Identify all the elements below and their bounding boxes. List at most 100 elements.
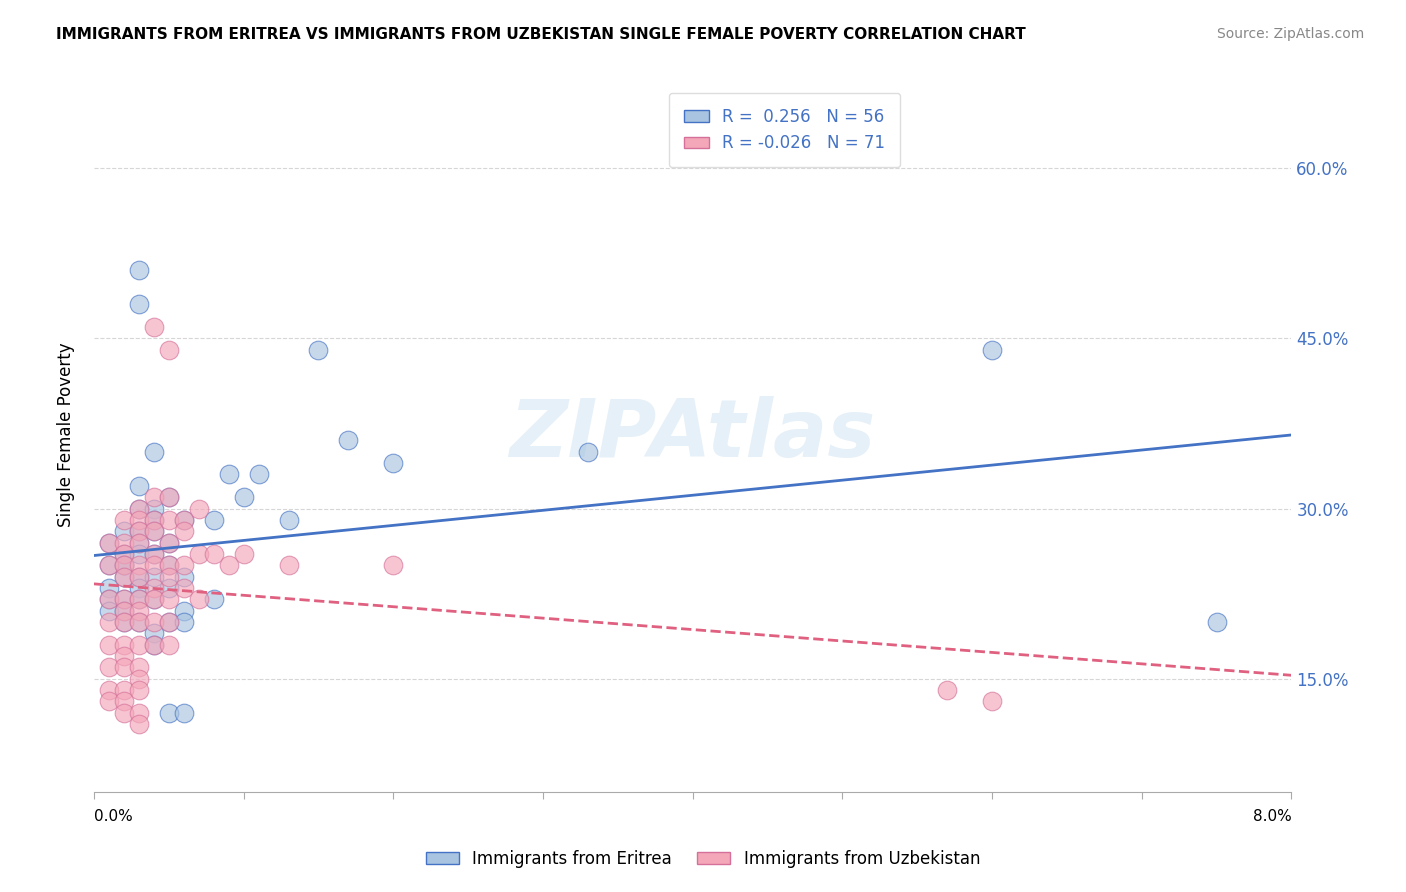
Point (142, 445, 165, 459)
Point (112, 638, 135, 652)
Point (128, 297, 150, 311)
Point (277, 558, 299, 573)
Point (128, 547, 150, 561)
Point (112, 604, 135, 618)
Point (218, 467, 240, 482)
Point (173, 615, 195, 629)
Point (142, 615, 165, 629)
Point (202, 592, 225, 607)
Point (157, 513, 180, 527)
Point (112, 558, 135, 573)
Point (981, 343, 1004, 357)
Point (157, 615, 180, 629)
Point (142, 320, 165, 334)
Point (157, 558, 180, 573)
Point (382, 558, 405, 573)
Point (112, 694, 135, 708)
Point (142, 524, 165, 539)
Point (112, 558, 135, 573)
Point (112, 683, 135, 698)
Point (173, 569, 195, 583)
Point (173, 513, 195, 527)
Point (128, 592, 150, 607)
Point (128, 581, 150, 595)
Point (112, 706, 135, 720)
Point (202, 547, 225, 561)
Point (112, 513, 135, 527)
Legend: R =  0.256   N = 56, R = -0.026   N = 71: R = 0.256 N = 56, R = -0.026 N = 71 (669, 93, 900, 168)
Point (576, 445, 599, 459)
Point (128, 513, 150, 527)
Point (142, 490, 165, 504)
Point (142, 638, 165, 652)
Point (128, 524, 150, 539)
Point (112, 615, 135, 629)
Point (128, 592, 150, 607)
Point (112, 524, 135, 539)
Point (112, 569, 135, 583)
Point (157, 490, 180, 504)
Point (142, 547, 165, 561)
Point (337, 434, 360, 448)
Point (157, 535, 180, 549)
Point (128, 638, 150, 652)
Point (128, 706, 150, 720)
Text: IMMIGRANTS FROM ERITREA VS IMMIGRANTS FROM UZBEKISTAN SINGLE FEMALE POVERTY CORR: IMMIGRANTS FROM ERITREA VS IMMIGRANTS FR… (56, 27, 1026, 42)
Point (142, 581, 165, 595)
Point (112, 604, 135, 618)
Point (142, 547, 165, 561)
Point (128, 479, 150, 493)
Point (97, 604, 120, 618)
Point (157, 343, 180, 357)
Point (97, 558, 120, 573)
Point (936, 683, 959, 698)
Point (112, 547, 135, 561)
Point (97, 592, 120, 607)
Point (112, 648, 135, 663)
Point (187, 501, 209, 516)
Point (97, 535, 120, 549)
Point (382, 456, 405, 470)
Point (128, 501, 150, 516)
Point (128, 660, 150, 674)
Point (112, 615, 135, 629)
Point (157, 706, 180, 720)
Point (97, 615, 120, 629)
Point (142, 638, 165, 652)
Point (128, 569, 150, 583)
Point (173, 604, 195, 618)
Point (128, 501, 150, 516)
Point (142, 513, 165, 527)
Point (187, 592, 209, 607)
Point (142, 524, 165, 539)
Text: Source: ZipAtlas.com: Source: ZipAtlas.com (1216, 27, 1364, 41)
Point (97, 581, 120, 595)
Point (97, 660, 120, 674)
Point (157, 569, 180, 583)
Point (173, 524, 195, 539)
Point (173, 706, 195, 720)
Point (128, 535, 150, 549)
Point (128, 535, 150, 549)
Point (157, 638, 180, 652)
Point (97, 592, 120, 607)
Point (128, 672, 150, 686)
Point (112, 547, 135, 561)
Point (308, 343, 330, 357)
Point (128, 558, 150, 573)
Point (277, 513, 299, 527)
Point (128, 263, 150, 277)
Point (142, 592, 165, 607)
Point (142, 513, 165, 527)
Point (142, 626, 165, 640)
Point (128, 615, 150, 629)
Text: 8.0%: 8.0% (1253, 809, 1292, 824)
Point (142, 592, 165, 607)
Point (157, 615, 180, 629)
Point (157, 592, 180, 607)
Point (128, 524, 150, 539)
Point (112, 558, 135, 573)
Point (218, 558, 240, 573)
Point (232, 547, 254, 561)
Point (142, 569, 165, 583)
